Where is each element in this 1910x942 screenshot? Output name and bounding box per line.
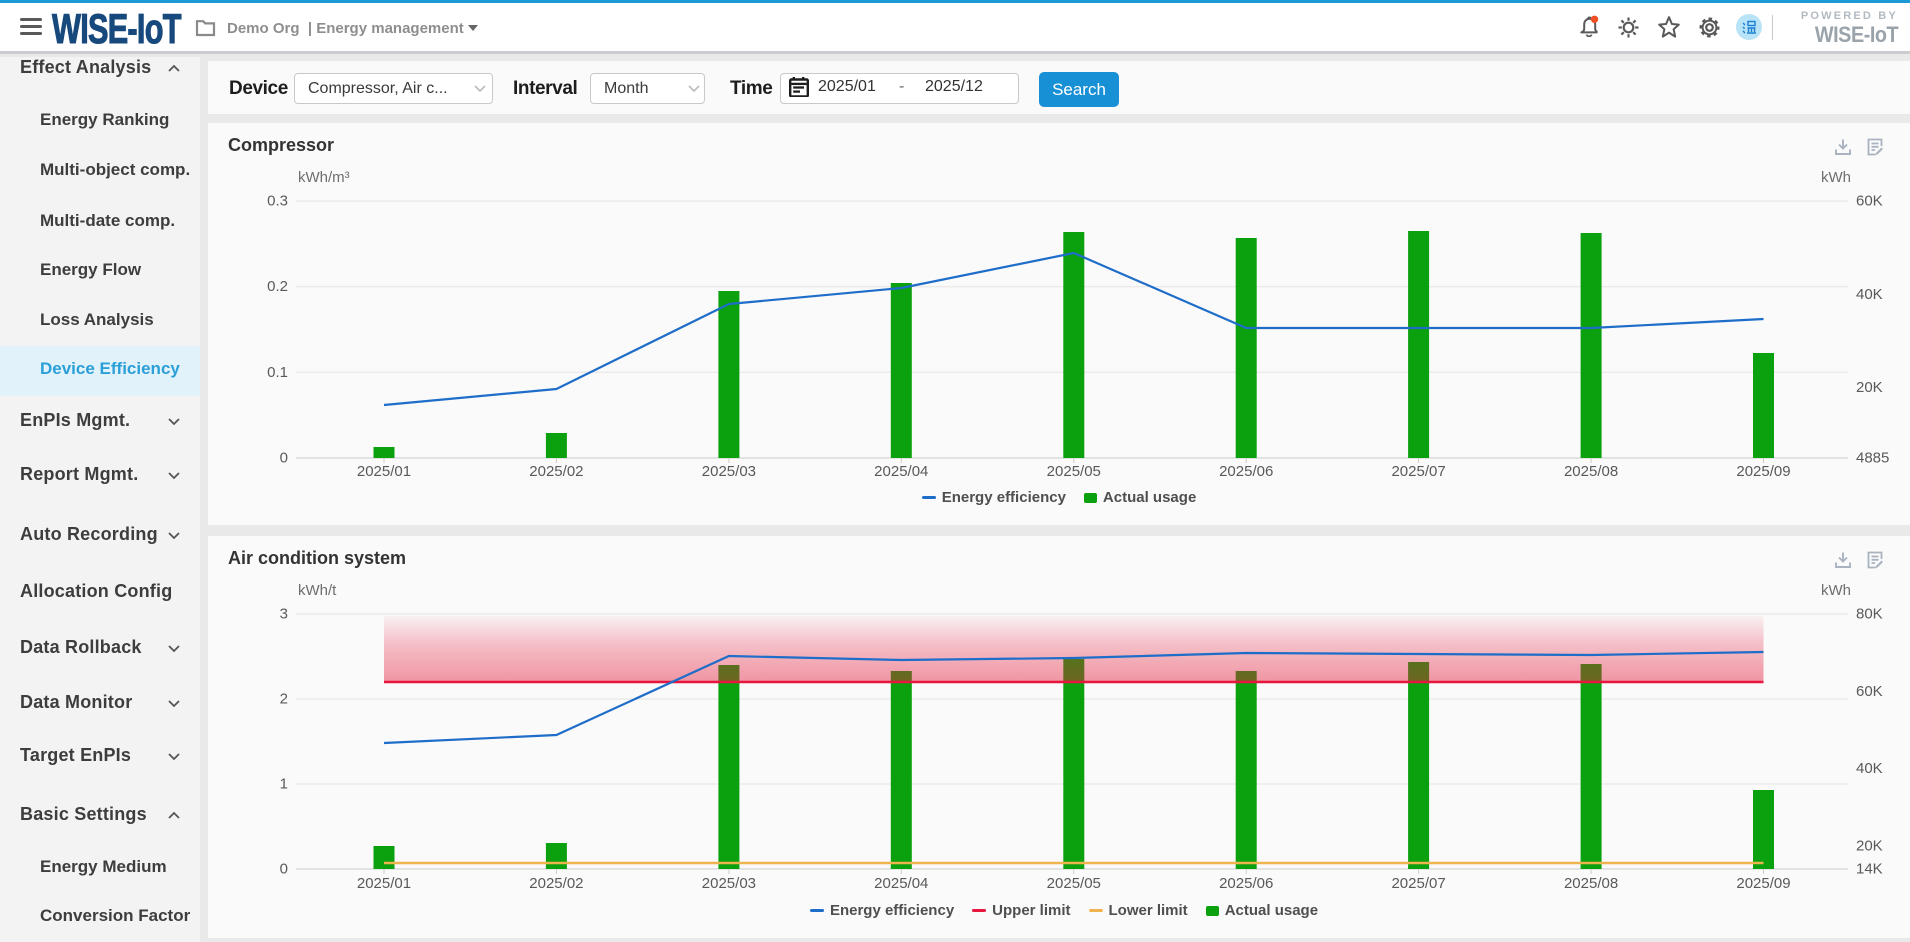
svg-text:20K: 20K <box>1856 837 1883 854</box>
svg-text:kWh/t: kWh/t <box>298 582 337 599</box>
svg-text:3: 3 <box>280 606 288 623</box>
svg-text:0: 0 <box>280 861 288 878</box>
svg-text:0.2: 0.2 <box>267 278 288 295</box>
svg-text:2025/04: 2025/04 <box>874 463 928 480</box>
svg-text:2025/07: 2025/07 <box>1391 463 1445 480</box>
svg-text:2025/01: 2025/01 <box>357 875 411 892</box>
svg-text:40K: 40K <box>1856 760 1883 777</box>
svg-text:2025/06: 2025/06 <box>1219 463 1273 480</box>
svg-text:60K: 60K <box>1856 683 1883 700</box>
svg-text:2025/09: 2025/09 <box>1736 875 1790 892</box>
svg-text:2025/05: 2025/05 <box>1047 875 1101 892</box>
svg-text:2025/08: 2025/08 <box>1564 463 1618 480</box>
svg-text:4885: 4885 <box>1856 450 1889 467</box>
svg-text:2025/02: 2025/02 <box>529 875 583 892</box>
svg-text:2025/04: 2025/04 <box>874 875 928 892</box>
svg-text:2025/09: 2025/09 <box>1736 463 1790 480</box>
svg-text:0.1: 0.1 <box>267 364 288 381</box>
svg-text:1: 1 <box>280 776 288 793</box>
svg-text:kWh: kWh <box>1821 169 1851 186</box>
svg-text:kWh/m³: kWh/m³ <box>298 169 350 186</box>
svg-text:2025/02: 2025/02 <box>529 463 583 480</box>
svg-text:14K: 14K <box>1856 861 1883 878</box>
svg-text:0.3: 0.3 <box>267 193 288 210</box>
svg-text:2025/07: 2025/07 <box>1391 875 1445 892</box>
svg-text:2025/03: 2025/03 <box>702 875 756 892</box>
svg-text:80K: 80K <box>1856 606 1883 623</box>
svg-text:20K: 20K <box>1856 379 1883 396</box>
svg-text:2025/03: 2025/03 <box>702 463 756 480</box>
svg-text:2025/06: 2025/06 <box>1219 875 1273 892</box>
svg-text:2: 2 <box>280 691 288 708</box>
svg-text:2025/01: 2025/01 <box>357 463 411 480</box>
svg-text:2025/08: 2025/08 <box>1564 875 1618 892</box>
svg-text:60K: 60K <box>1856 193 1883 210</box>
svg-text:2025/05: 2025/05 <box>1047 463 1101 480</box>
svg-text:kWh: kWh <box>1821 582 1851 599</box>
svg-text:0: 0 <box>280 450 288 467</box>
svg-text:40K: 40K <box>1856 286 1883 303</box>
